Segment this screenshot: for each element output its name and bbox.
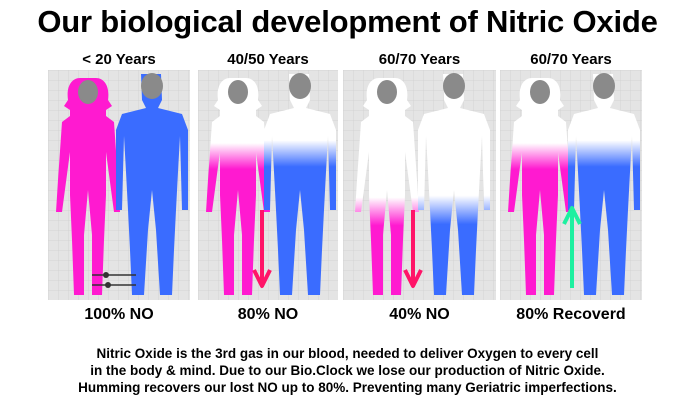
male-silhouette-icon: [264, 73, 336, 295]
arrow-down-icon: [403, 210, 423, 288]
female-silhouette-icon: [508, 78, 572, 295]
panel-1: [48, 70, 190, 300]
page-title: Our biological development of Nitric Oxi…: [37, 4, 658, 39]
panel-2-result: 80% NO: [237, 306, 299, 323]
panel-1-label: < 20 Years: [82, 51, 156, 68]
caption-line-2: in the body & mind. Due to our Bio.Clock…: [90, 363, 605, 378]
panel-4: [500, 70, 642, 300]
panel-1-result: 100% NO: [84, 306, 154, 323]
caption: Nitric Oxide is the 3rd gas in our blood…: [0, 345, 695, 396]
male-silhouette-icon: [568, 73, 640, 295]
arrow-down-icon: [252, 210, 272, 288]
female-silhouette-icon: [206, 78, 270, 295]
caption-line-1: Nitric Oxide is the 3rd gas in our blood…: [96, 346, 599, 361]
male-silhouette-icon: [418, 73, 490, 295]
panel-3-label: 60/70 Years: [378, 51, 461, 68]
male-silhouette-icon: [116, 73, 188, 295]
panel-3: [343, 70, 496, 300]
panel-2-label: 40/50 Years: [227, 51, 309, 68]
panel-2: [198, 70, 338, 300]
arrow-up-icon: [562, 206, 582, 288]
female-silhouette-icon: [355, 78, 419, 295]
female-silhouette-icon: [56, 78, 120, 295]
slider-icon: [92, 272, 136, 288]
panel-3-result: 40% NO: [389, 306, 450, 323]
caption-line-3: Humming recovers our lost NO up to 80%. …: [78, 380, 617, 395]
panel-4-result: 80% Recoverd: [516, 306, 626, 323]
panel-4-label: 60/70 Years: [530, 51, 612, 68]
